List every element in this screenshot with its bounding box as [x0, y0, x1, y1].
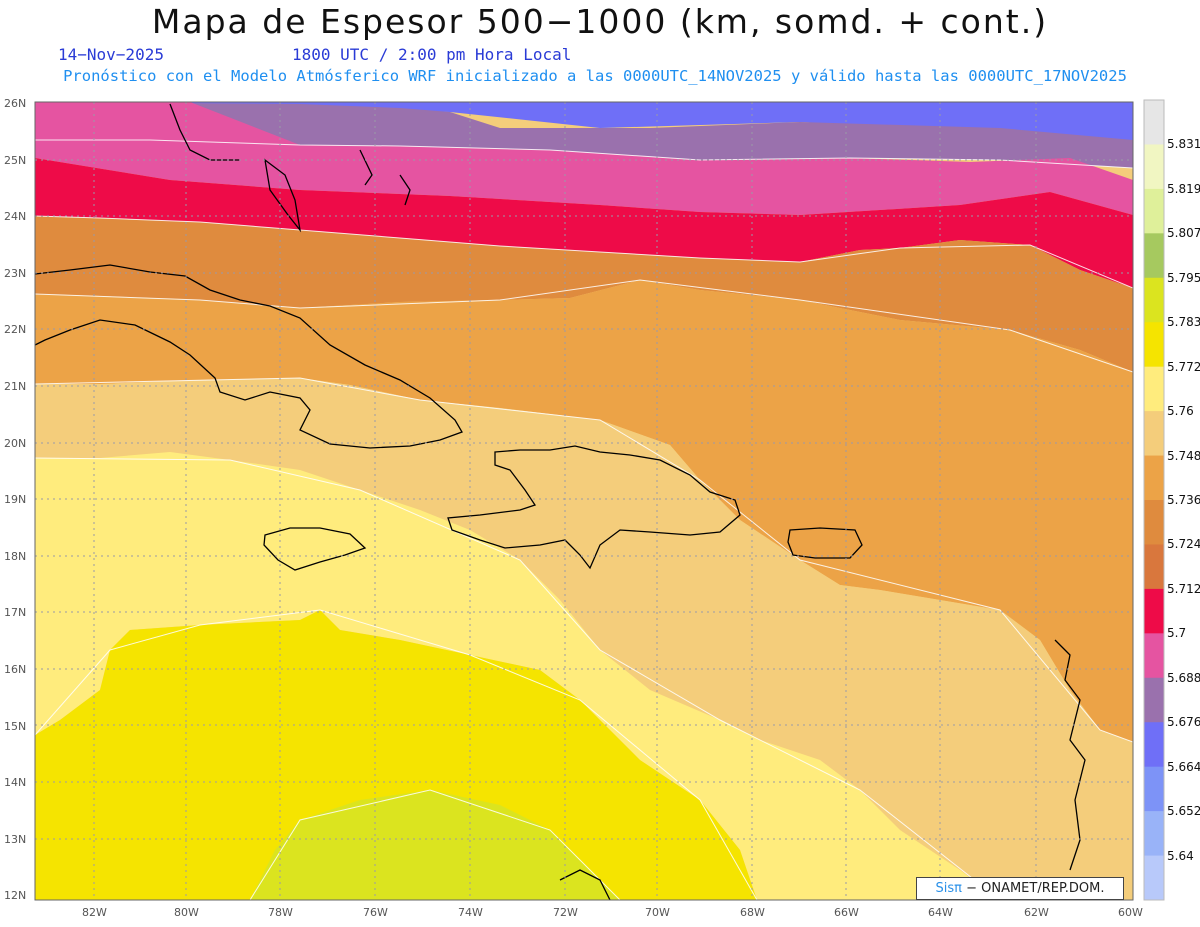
lat-label: 17N: [4, 606, 27, 620]
lon-label: 74W: [458, 906, 483, 919]
lat-label: 26N: [4, 97, 27, 110]
grid: [35, 102, 1133, 900]
lon-label: 78W: [268, 906, 293, 919]
lat-label: 20N: [4, 436, 27, 450]
colorbar-swatch: [1144, 766, 1164, 812]
lon-label: 62W: [1024, 906, 1049, 919]
lat-label: 19N: [4, 493, 27, 507]
lat-label: 18N: [4, 549, 27, 563]
cuba-coast: [35, 264, 463, 449]
lat-label: 12N: [4, 889, 27, 903]
colorbar-swatch: [1144, 277, 1164, 323]
colorbar-swatch: [1144, 100, 1164, 145]
colorbar-label: 5.664: [1167, 759, 1200, 774]
band-5688: [35, 102, 1133, 168]
coastlines: [35, 103, 1086, 900]
lat-label: 14N: [4, 776, 27, 790]
colorbar-label: 5.795: [1167, 270, 1200, 285]
colorbar-swatch: [1144, 233, 1164, 279]
colorbar-swatch: [1144, 811, 1164, 857]
andros: [264, 158, 302, 233]
colorbar-swatch: [1144, 544, 1164, 590]
colorbar-label: 5.807: [1167, 226, 1200, 241]
band-5748: [35, 378, 1133, 900]
hispaniola-coast: [447, 445, 741, 570]
colorbar-label: 5.676: [1167, 715, 1200, 730]
colorbar-label: 5.64: [1167, 848, 1194, 863]
bahamas-2: [399, 174, 411, 206]
lon-label: 68W: [740, 906, 765, 919]
lon-label: 64W: [928, 906, 953, 919]
lon-label: 80W: [174, 906, 199, 919]
colorbar-swatch: [1144, 188, 1164, 234]
lon-label: 70W: [645, 906, 670, 919]
colorbar-swatch: [1144, 500, 1164, 545]
colorbar-swatch: [1144, 411, 1164, 457]
credit-org: − ONAMET/REP.DOM.: [966, 881, 1105, 896]
colorbar-swatch: [1144, 633, 1164, 679]
colorbar-swatch: [1144, 855, 1164, 901]
band-5700: [35, 102, 1133, 215]
forecast-date: 14−Nov−2025: [58, 45, 164, 64]
model-info: Pronóstico con el Modelo Atmósferico WRF…: [63, 67, 1127, 85]
colorbar-label: 5.783: [1167, 315, 1200, 330]
lat-label: 16N: [4, 663, 27, 676]
colorbar-label: 5.748: [1167, 448, 1200, 463]
colorbar-swatch: [1144, 677, 1164, 723]
lesser-antilles: [1054, 639, 1086, 871]
colorbar-label: 5.688: [1167, 670, 1200, 685]
colorbar-frame: [1143, 99, 1165, 901]
colorbar-swatch: [1144, 322, 1164, 368]
colorbar-label: 5.652: [1167, 804, 1200, 819]
lat-label: 23N: [4, 266, 27, 280]
lat-label: 21N: [4, 380, 27, 393]
forecast-time: 1800 UTC / 2:00 pm Hora Local: [292, 45, 572, 64]
colorbar: [1144, 100, 1164, 901]
lat-label: 15N: [4, 719, 27, 733]
puerto-rico-coast: [787, 527, 863, 559]
band-5772: [35, 610, 757, 900]
colorbar-label: 5.712: [1167, 581, 1200, 596]
colorbar-label: 5.819: [1167, 181, 1200, 196]
band-5712: [35, 158, 1133, 288]
band-5724: [35, 216, 1133, 372]
colorbar-label: 5.772: [1167, 359, 1200, 374]
venezuela-coast: [559, 869, 611, 900]
colorbar-label: 5.7: [1167, 626, 1187, 641]
lon-label: 82W: [82, 906, 107, 919]
band-5676: [35, 102, 1133, 150]
colorbar-label: 5.736: [1167, 493, 1200, 507]
lon-label: 60W: [1118, 906, 1143, 919]
colorbar-swatch: [1144, 144, 1164, 190]
bahamas-1: [359, 149, 373, 186]
band-5783: [250, 790, 620, 900]
band-5760: [35, 452, 1000, 900]
colorbar-swatch: [1144, 455, 1164, 501]
lat-label: 25N: [4, 153, 27, 167]
credit-badge: Sisπ − ONAMET/REP.DOM.: [916, 877, 1124, 900]
lon-label: 66W: [834, 906, 859, 919]
colorbar-label: 5.724: [1167, 537, 1200, 552]
colorbar-label: 5.831: [1167, 137, 1200, 152]
colorbar-swatch: [1144, 588, 1164, 634]
band-5736b: [35, 280, 1133, 742]
thickness-bands: [35, 102, 1133, 900]
lon-label: 76W: [363, 906, 388, 919]
lat-label: 24N: [4, 210, 27, 224]
jamaica-coast: [263, 527, 367, 571]
map-frame: [34, 101, 1134, 901]
credit-brand: Sisπ: [935, 881, 962, 896]
florida-coast: [169, 103, 240, 161]
lon-label: 72W: [553, 906, 578, 919]
lat-label: 13N: [4, 832, 27, 846]
lat-label: 22N: [4, 323, 27, 337]
map-title: Mapa de Espesor 500−1000 (km, somd. + co…: [151, 2, 1049, 41]
colorbar-swatch: [1144, 366, 1164, 412]
colorbar-swatch: [1144, 722, 1164, 768]
colorbar-label: 5.76: [1167, 404, 1194, 419]
